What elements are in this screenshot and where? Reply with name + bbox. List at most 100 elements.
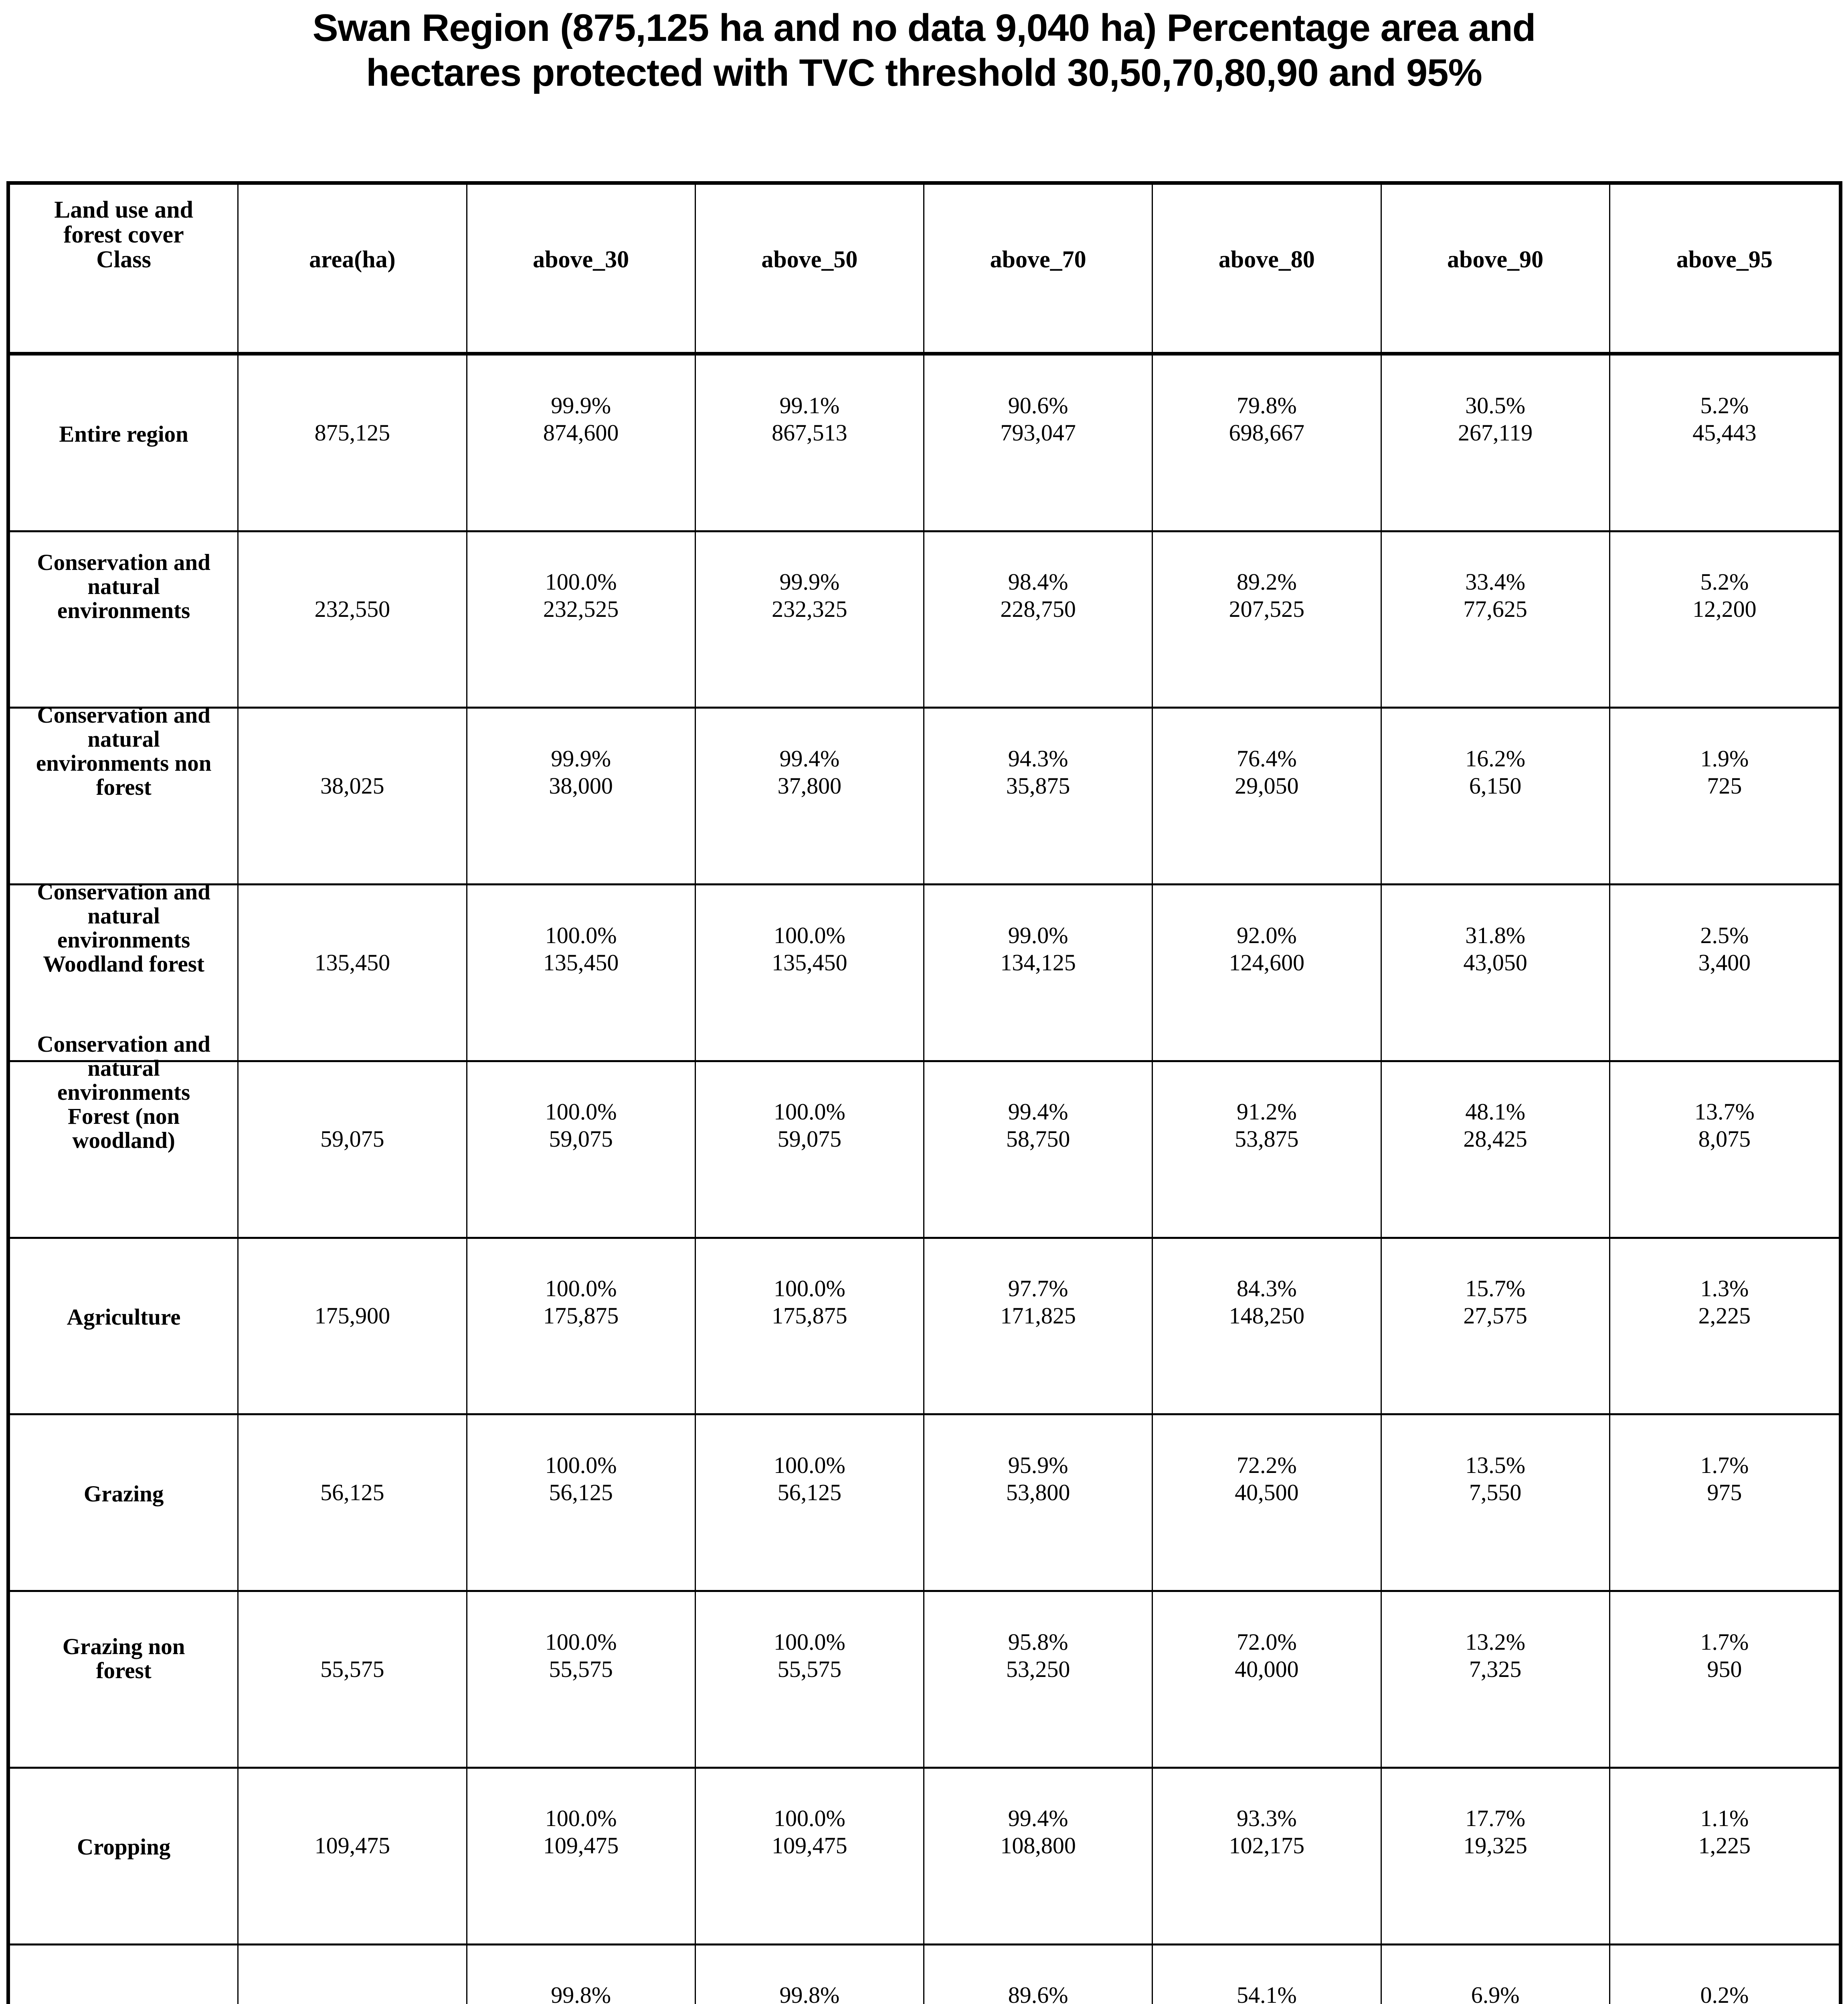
value-cell: 31.8% 43,050 <box>1381 885 1610 1062</box>
value-cell: 17.7% 19,325 <box>1381 1768 1610 1945</box>
row-label-cell: Conservation and natural environments non f… <box>10 703 239 886</box>
percent-value: 13.7% <box>1694 1099 1755 1125</box>
row-label-cell: Conservation and natural environments Fores… <box>10 1032 239 1239</box>
percent-value: 1.3% <box>1700 1275 1749 1302</box>
row-label-line: Conservation and <box>37 879 210 905</box>
area-value: 38,025 <box>239 772 466 800</box>
value-cell-text: 100.0% 59,075 <box>696 1098 923 1153</box>
value-cell: 99.4% 108,800 <box>924 1768 1153 1945</box>
value-cell-text: 100.0% 232,525 <box>467 568 695 623</box>
value-cell-text: 13.7% 8,075 <box>1610 1098 1839 1153</box>
value-cell-text: 54.1%5,450 <box>1153 1982 1380 2004</box>
hectares-value: 267,119 <box>1458 419 1533 446</box>
row-label: Conservation and natural environments non f… <box>10 703 237 800</box>
value-cell: 90.6% 793,047 <box>924 356 1153 532</box>
area-cell: 175,900 <box>239 1238 467 1416</box>
value-cell: 15.7% 27,575 <box>1381 1238 1610 1416</box>
value-cell-text: 5.2% 12,200 <box>1610 568 1839 623</box>
hectares-value: 12,200 <box>1692 596 1757 622</box>
percent-value: 100.0% <box>545 1628 617 1655</box>
value-cell-text: 99.4% 108,800 <box>924 1805 1152 1859</box>
value-cell-text: 31.8% 43,050 <box>1382 922 1609 976</box>
row-label-line: natural <box>87 727 160 752</box>
value-cell: 100.0% 232,525 <box>467 532 696 709</box>
value-cell-text: 17.7% 19,325 <box>1382 1805 1609 1859</box>
value-cell-text: 99.9% 874,600 <box>467 392 695 446</box>
header-label: above_70 <box>990 246 1086 273</box>
hectares-value: 175,875 <box>772 1303 847 1329</box>
value-cell-text: 93.3% 102,175 <box>1153 1805 1380 1859</box>
percent-value: 6.9% <box>1471 1982 1520 2004</box>
value-cell: 13.2% 7,325 <box>1381 1592 1610 1769</box>
area-cell: 38,025 <box>239 709 467 886</box>
value-cell-text: 1.7% 950 <box>1610 1628 1839 1683</box>
hectares-value: 108,800 <box>1000 1832 1076 1859</box>
row-label-line: natural <box>87 1056 160 1081</box>
row-label-line: environments <box>57 1080 190 1105</box>
row-label-line: environments non <box>36 751 212 776</box>
hectares-value: 7,325 <box>1469 1656 1522 1682</box>
value-cell-text: 99.0% 134,125 <box>924 922 1152 976</box>
header-cell-above_90: above_90 <box>1381 185 1610 356</box>
hectares-value: 53,875 <box>1235 1126 1299 1152</box>
value-cell: 99.9% 874,600 <box>467 356 696 532</box>
percent-value: 95.9% <box>1008 1452 1068 1478</box>
value-cell: 72.0% 40,000 <box>1153 1592 1382 1769</box>
value-cell: 84.3% 148,250 <box>1153 1238 1382 1416</box>
header-cell-class: Land use and forest cover Class <box>10 185 239 356</box>
percent-value: 72.2% <box>1236 1452 1297 1478</box>
value-cell-text: 1.9% 725 <box>1610 745 1839 800</box>
row-label-line: Entire region <box>59 421 188 447</box>
header-cell-text: above_50 <box>696 247 923 272</box>
percent-value: 0.2% <box>1700 1982 1749 2004</box>
value-cell-text: 94.3% 35,875 <box>924 745 1152 800</box>
hectares-value: 53,800 <box>1006 1479 1070 1505</box>
row-label-line: Grazing non <box>62 1634 185 1659</box>
area-value: 59,075 <box>239 1125 466 1153</box>
area-value: 135,450 <box>239 949 466 976</box>
hectares-value: 53,250 <box>1006 1656 1070 1682</box>
area-value: 109,475 <box>239 1832 466 1859</box>
percent-value: 99.9% <box>551 745 611 772</box>
area-cell: 875,125 <box>239 356 467 532</box>
hectares-value: 37,800 <box>777 773 842 799</box>
value-cell: 100.0% 135,450 <box>467 885 696 1062</box>
area-hectares: 135,450 <box>314 949 390 976</box>
hectares-value: 793,047 <box>1000 419 1076 446</box>
header-label: area(ha) <box>309 246 396 273</box>
hectares-value: 109,475 <box>543 1832 619 1859</box>
area-value: 232,550 <box>239 596 466 623</box>
value-cell-text: 99.9% 232,325 <box>696 568 923 623</box>
percent-value: 90.6% <box>1008 392 1068 418</box>
value-cell: 33.4% 77,625 <box>1381 532 1610 709</box>
row-label: Conservation and natural environments <box>10 551 237 623</box>
percent-value: 99.0% <box>1008 922 1068 948</box>
value-cell: 99.4% 37,800 <box>696 709 924 886</box>
hectares-value: 1,225 <box>1698 1832 1751 1859</box>
value-cell: 13.7% 8,075 <box>1610 1062 1839 1239</box>
row-label-line: forest <box>96 775 152 800</box>
value-cell: 99.0% 134,125 <box>924 885 1153 1062</box>
value-cell-text: 76.4% 29,050 <box>1153 745 1380 800</box>
area-value: 56,125 <box>239 1479 466 1506</box>
value-cell-text: 100.0% 109,475 <box>467 1805 695 1859</box>
percent-value: 100.0% <box>545 569 617 595</box>
percent-value: 54.1% <box>1236 1982 1297 2004</box>
percent-value: 100.0% <box>773 1452 845 1478</box>
row-label-line: Grazing <box>83 1481 164 1507</box>
value-cell: 100.0% 109,475 <box>696 1768 924 1945</box>
area-value: 875,125 <box>239 419 466 446</box>
value-cell: 1.3% 2,225 <box>1610 1239 1839 1416</box>
tvc-threshold-table: Land use and forest cover Class area(ha) abo… <box>6 181 1842 2004</box>
percent-value: 48.1% <box>1465 1099 1526 1125</box>
area-hectares: 109,475 <box>314 1832 390 1859</box>
value-cell-text: 95.9% 53,800 <box>924 1452 1152 1506</box>
value-cell-text: 98.4% 228,750 <box>924 568 1152 623</box>
header-cell-text: area(ha) <box>239 247 466 272</box>
value-cell-text: 100.0% 109,475 <box>696 1805 923 1859</box>
value-cell: 97.7% 171,825 <box>924 1238 1153 1416</box>
hectares-value: 55,575 <box>549 1656 613 1682</box>
value-cell-text: 99.1% 867,513 <box>696 392 923 446</box>
area-hectares: 875,125 <box>314 419 390 446</box>
value-cell: 100.0% 175,875 <box>696 1238 924 1416</box>
